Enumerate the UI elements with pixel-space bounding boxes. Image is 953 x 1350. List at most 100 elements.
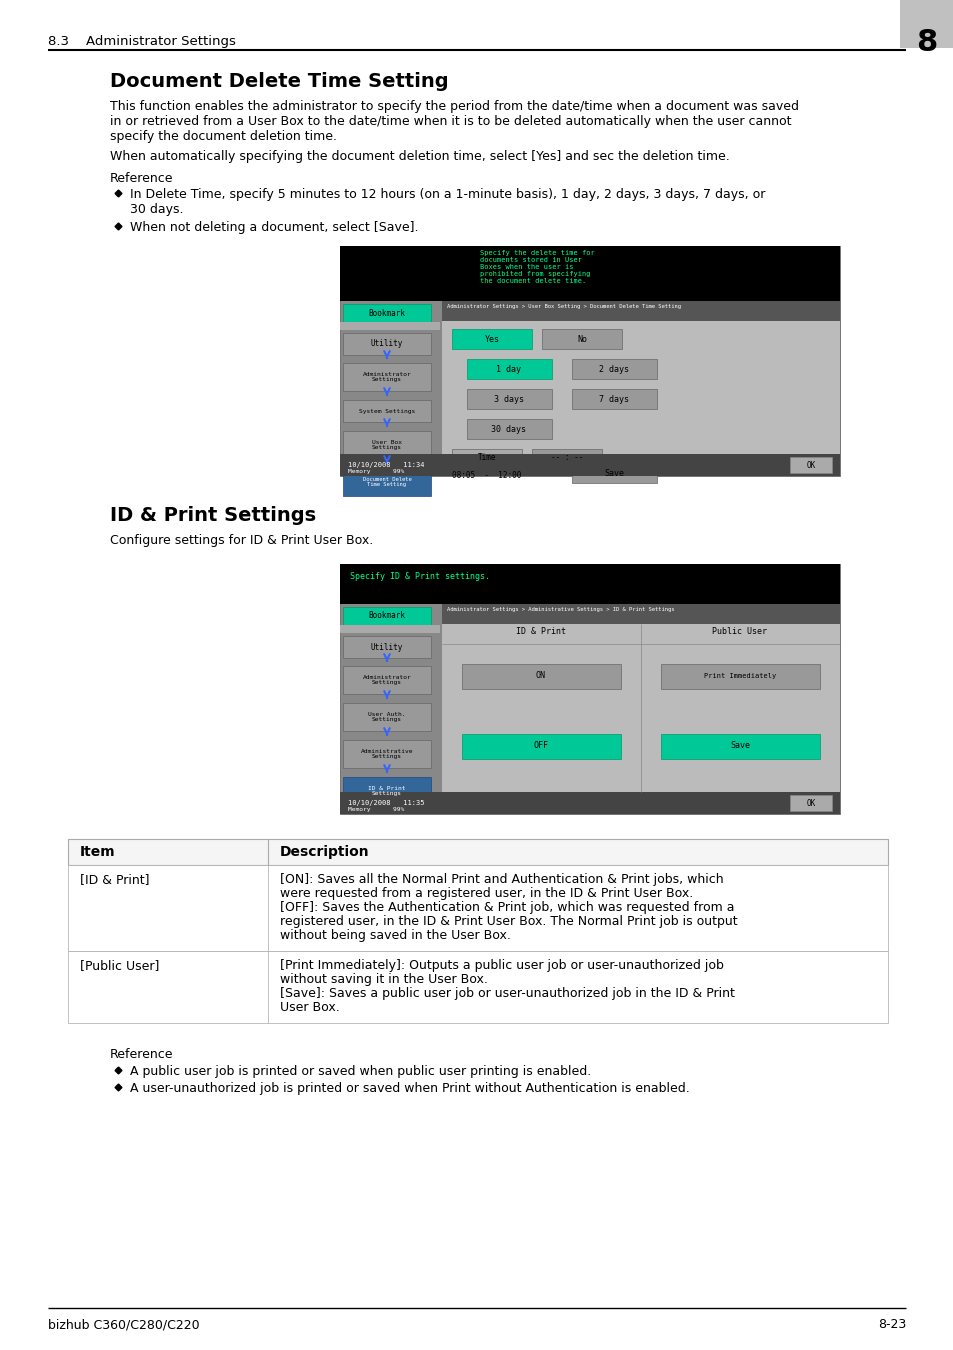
Text: 7 days: 7 days (598, 394, 628, 404)
Text: 3 days: 3 days (494, 394, 523, 404)
Text: Reference: Reference (110, 1048, 173, 1061)
Text: 8.3    Administrator Settings: 8.3 Administrator Settings (48, 35, 235, 49)
Text: Bookmark: Bookmark (368, 309, 405, 317)
Bar (339, 564, 840, 603)
Bar (789, 795, 831, 811)
Bar (339, 792, 840, 814)
Text: Public User: Public User (712, 628, 767, 636)
Text: ID & Print Settings: ID & Print Settings (110, 506, 315, 525)
Text: [OFF]: Saves the Authentication & Print job, which was requested from a: [OFF]: Saves the Authentication & Print … (280, 900, 734, 914)
Bar (461, 664, 620, 689)
Bar (68, 950, 887, 1023)
Bar (441, 603, 840, 624)
Bar (343, 333, 431, 355)
Text: User Auth.
Settings: User Auth. Settings (368, 711, 405, 722)
Text: Description: Description (280, 845, 369, 859)
Text: ID & Print
Settings: ID & Print Settings (368, 786, 405, 796)
Bar (343, 400, 431, 423)
Text: A public user job is printed or saved when public user printing is enabled.: A public user job is printed or saved wh… (130, 1065, 591, 1079)
Text: [ON]: Saves all the Normal Print and Authentication & Print jobs, which: [ON]: Saves all the Normal Print and Aut… (280, 873, 723, 886)
Text: in or retrieved from a User Box to the date/time when it is to be deleted automa: in or retrieved from a User Box to the d… (110, 115, 791, 128)
Text: 8-23: 8-23 (877, 1318, 905, 1331)
Text: Print Immediately: Print Immediately (703, 674, 776, 679)
Bar (343, 363, 431, 392)
Bar (660, 664, 820, 689)
Bar (452, 329, 532, 350)
Text: 10/10/2008   11:34: 10/10/2008 11:34 (348, 462, 424, 468)
Bar (343, 468, 431, 495)
Bar (343, 740, 431, 768)
Text: [Save]: Saves a public user job or user-unauthorized job in the ID & Print: [Save]: Saves a public user job or user-… (280, 987, 734, 1000)
Text: Save: Save (603, 468, 623, 478)
Bar (339, 323, 439, 329)
Text: Specify ID & Print settings.: Specify ID & Print settings. (350, 572, 490, 580)
Text: OK: OK (805, 460, 815, 470)
Bar (343, 608, 431, 625)
Text: Item: Item (80, 845, 115, 859)
Text: 30 days.: 30 days. (130, 202, 183, 216)
Text: without saving it in the User Box.: without saving it in the User Box. (280, 973, 487, 985)
Text: 30 days: 30 days (491, 424, 526, 433)
Bar (899, 0, 953, 49)
Text: Administrator Settings > Administrative Settings > ID & Print Settings: Administrator Settings > Administrative … (447, 608, 674, 612)
Bar (441, 321, 840, 454)
Bar (467, 389, 552, 409)
Bar (572, 463, 657, 483)
Text: OFF: OFF (533, 741, 548, 751)
Bar (572, 359, 657, 379)
Text: were requested from a registered user, in the ID & Print User Box.: were requested from a registered user, i… (280, 887, 693, 900)
Bar (467, 359, 552, 379)
Text: Administrative
Settings: Administrative Settings (360, 749, 413, 760)
Text: 2 days: 2 days (598, 364, 628, 374)
Bar (339, 246, 840, 477)
Text: Administrator
Settings: Administrator Settings (362, 675, 411, 686)
Text: No: No (577, 335, 586, 343)
Text: System Settings: System Settings (358, 409, 415, 413)
Bar (532, 450, 601, 467)
Bar (343, 636, 431, 657)
Text: Document Delete
Time Setting: Document Delete Time Setting (362, 477, 411, 487)
Text: This function enables the administrator to specify the period from the date/time: This function enables the administrator … (110, 100, 799, 113)
Text: 10/10/2008   11:35: 10/10/2008 11:35 (348, 801, 424, 806)
Text: User Box.: User Box. (280, 1000, 339, 1014)
Bar (660, 734, 820, 759)
Text: 1 day: 1 day (496, 364, 521, 374)
Text: A user-unauthorized job is printed or saved when Print without Authentication is: A user-unauthorized job is printed or sa… (130, 1081, 689, 1095)
Text: ID & Print: ID & Print (516, 628, 565, 636)
Text: Configure settings for ID & Print User Box.: Configure settings for ID & Print User B… (110, 535, 373, 547)
Bar (452, 450, 521, 467)
Text: Time: Time (477, 454, 496, 463)
Text: When automatically specifying the document deletion time, select [Yes] and sec t: When automatically specifying the docume… (110, 150, 729, 163)
Bar (541, 329, 621, 350)
Text: Administrator Settings > User Box Setting > Document Delete Time Setting: Administrator Settings > User Box Settin… (447, 304, 680, 309)
Text: specify the document deletion time.: specify the document deletion time. (110, 130, 336, 143)
Text: [Public User]: [Public User] (80, 958, 159, 972)
Text: Bookmark: Bookmark (368, 612, 405, 621)
Bar (461, 734, 620, 759)
Text: In Delete Time, specify 5 minutes to 12 hours (on a 1-minute basis), 1 day, 2 da: In Delete Time, specify 5 minutes to 12 … (130, 188, 764, 201)
Bar (343, 304, 431, 323)
Bar (572, 389, 657, 409)
Text: Administrator
Settings: Administrator Settings (362, 371, 411, 382)
Text: bizhub C360/C280/C220: bizhub C360/C280/C220 (48, 1318, 199, 1331)
Bar (343, 703, 431, 730)
Text: Memory      99%: Memory 99% (348, 470, 404, 474)
Text: Yes: Yes (484, 335, 499, 343)
Bar (789, 458, 831, 472)
Text: Reference: Reference (110, 171, 173, 185)
Bar (339, 564, 840, 814)
Text: [ID & Print]: [ID & Print] (80, 873, 150, 886)
Bar (339, 246, 840, 301)
Text: Save: Save (729, 741, 749, 751)
Bar (68, 865, 887, 950)
Text: [Print Immediately]: Outputs a public user job or user-unauthorized job: [Print Immediately]: Outputs a public us… (280, 958, 723, 972)
Bar (343, 666, 431, 694)
Text: Document Delete Time Setting: Document Delete Time Setting (110, 72, 448, 90)
Text: 8: 8 (916, 28, 937, 57)
Text: OK: OK (805, 798, 815, 807)
Text: without being saved in the User Box.: without being saved in the User Box. (280, 929, 511, 942)
Text: Utility: Utility (371, 643, 403, 652)
Bar (441, 301, 840, 321)
Text: When not deleting a document, select [Save].: When not deleting a document, select [Sa… (130, 221, 418, 234)
Text: Memory      99%: Memory 99% (348, 807, 404, 813)
